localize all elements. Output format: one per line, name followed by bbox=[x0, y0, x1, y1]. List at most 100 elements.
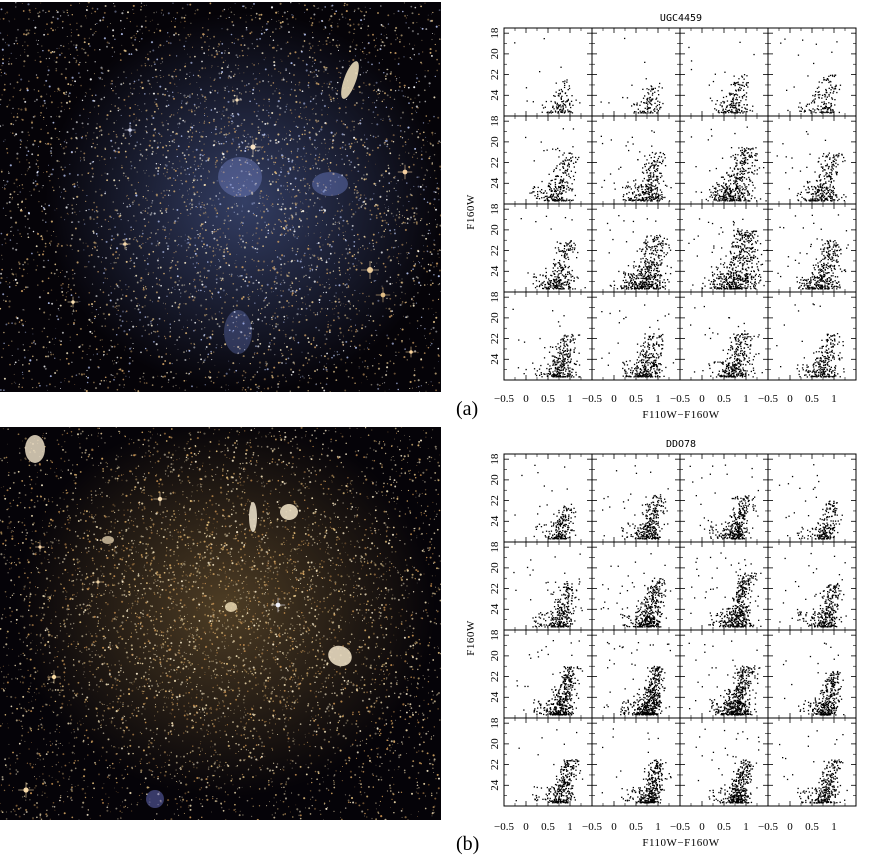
cmd-point bbox=[722, 264, 725, 266]
cmd-point bbox=[756, 159, 758, 161]
cmd-point bbox=[743, 351, 745, 353]
cmd-point bbox=[564, 514, 566, 516]
cmd-point bbox=[568, 282, 570, 284]
cmd-point bbox=[704, 334, 706, 336]
cmd-point bbox=[558, 186, 561, 188]
cmd-point bbox=[736, 183, 739, 185]
cmd-point bbox=[729, 250, 731, 253]
cmd-point bbox=[644, 193, 646, 195]
cmd-point bbox=[567, 89, 569, 91]
cmd-point bbox=[725, 95, 728, 98]
cmd-point bbox=[656, 176, 658, 178]
cmd-point bbox=[647, 97, 649, 99]
y-tick-label: 20 bbox=[489, 48, 501, 60]
cmd-point bbox=[780, 366, 782, 368]
cmd-point bbox=[756, 153, 758, 155]
cmd-point bbox=[652, 98, 654, 100]
cmd-point bbox=[636, 373, 638, 375]
cmd-point bbox=[643, 177, 645, 180]
cmd-point bbox=[829, 239, 831, 242]
cmd-point bbox=[570, 336, 573, 338]
cmd-cell-points bbox=[525, 128, 580, 202]
cmd-point bbox=[670, 266, 672, 269]
cmd-point bbox=[749, 345, 751, 347]
cmd-point bbox=[648, 193, 650, 195]
cmd-point bbox=[564, 181, 566, 184]
cmd-point bbox=[565, 335, 567, 337]
cmd-point bbox=[819, 185, 822, 187]
cmd-point bbox=[643, 242, 645, 244]
cmd-point bbox=[823, 248, 825, 251]
cmd-point bbox=[573, 248, 576, 251]
cmd-point bbox=[739, 41, 741, 43]
cmd-point bbox=[644, 155, 646, 157]
cmd-point bbox=[712, 80, 715, 83]
cmd-point bbox=[822, 111, 824, 113]
cmd-point bbox=[724, 191, 726, 193]
cmd-point bbox=[813, 368, 815, 370]
cmd-point bbox=[555, 178, 557, 180]
cmd-point bbox=[558, 106, 560, 108]
cmd-point bbox=[558, 366, 561, 368]
cmd-point bbox=[731, 112, 733, 114]
cmd-point bbox=[566, 81, 568, 83]
cmd-point bbox=[557, 189, 559, 191]
cmd-point bbox=[538, 198, 541, 200]
cmd-point bbox=[734, 338, 737, 341]
cmd-point bbox=[658, 182, 660, 185]
cmd-point bbox=[525, 368, 527, 371]
cmd-point bbox=[805, 105, 808, 107]
cmd-point bbox=[747, 167, 749, 170]
cmd-point bbox=[606, 222, 609, 225]
cmd-point bbox=[547, 281, 549, 283]
cmd-point bbox=[642, 186, 644, 188]
cmd-point bbox=[723, 182, 725, 184]
cmd-point bbox=[626, 372, 628, 374]
cmd-point bbox=[739, 187, 741, 189]
cmd-point bbox=[824, 285, 826, 287]
cmd-point bbox=[813, 222, 815, 224]
cmd-point bbox=[563, 190, 565, 192]
cmd-point bbox=[743, 74, 746, 76]
cmd-point bbox=[653, 192, 656, 195]
cmd-point bbox=[651, 145, 653, 147]
cmd-point bbox=[549, 111, 551, 113]
cmd-point bbox=[834, 87, 836, 90]
cmd-point bbox=[709, 97, 712, 99]
cmd-point bbox=[748, 247, 750, 249]
cmd-point bbox=[824, 282, 826, 284]
cmd-point bbox=[555, 167, 557, 169]
cmd-point bbox=[709, 283, 711, 285]
cmd-point bbox=[726, 358, 728, 360]
cmd-point bbox=[552, 267, 554, 269]
cmd-point bbox=[646, 282, 648, 284]
cmd-point bbox=[741, 106, 743, 109]
cmd-point bbox=[720, 374, 723, 376]
cmd-point bbox=[558, 273, 560, 275]
cmd-point bbox=[569, 286, 572, 289]
cmd-point bbox=[734, 199, 736, 201]
cmd-point bbox=[726, 105, 728, 107]
cmd-point bbox=[742, 264, 744, 266]
bright-star bbox=[245, 139, 261, 155]
cmd-point bbox=[807, 181, 809, 184]
cmd-point bbox=[832, 75, 834, 77]
y-tick-label: 22 bbox=[489, 245, 501, 256]
cmd-point bbox=[823, 258, 826, 260]
cmd-point bbox=[735, 179, 737, 181]
cmd-point bbox=[651, 264, 653, 266]
cmd-point bbox=[739, 89, 742, 91]
cmd-point bbox=[649, 96, 651, 99]
cmd-point bbox=[564, 373, 566, 376]
cmd-point bbox=[518, 339, 520, 341]
cmd-point bbox=[657, 354, 659, 356]
cmd-point bbox=[730, 274, 732, 276]
cmd-point bbox=[741, 229, 743, 231]
cmd-point bbox=[827, 190, 829, 192]
cmd-point bbox=[564, 358, 566, 360]
cmd-point bbox=[646, 198, 648, 200]
cmd-point bbox=[823, 77, 825, 79]
cmd-point bbox=[747, 260, 749, 262]
cmd-point bbox=[811, 214, 813, 216]
cmd-point bbox=[832, 355, 834, 357]
